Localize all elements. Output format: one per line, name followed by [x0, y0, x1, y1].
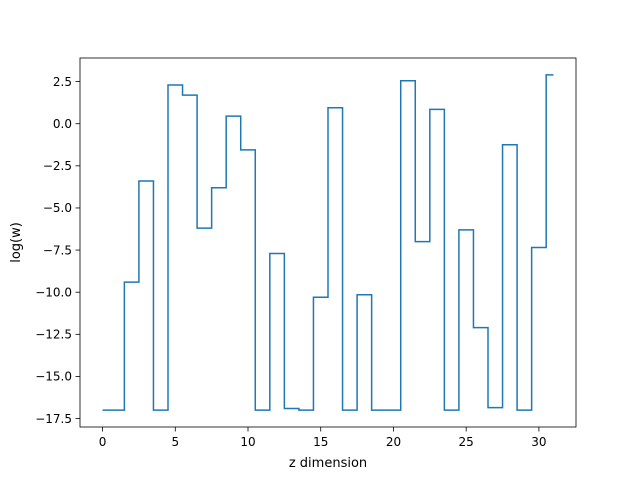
- y-axis-ticks: 2.5 0.0 −2.5 −5.0 −7.5 −10.0 −12.5 −15.0 −17.5: [35, 75, 80, 426]
- plot-area: [102, 74, 554, 411]
- x-tick-label: 15: [313, 435, 328, 449]
- series-step-line: [102, 74, 554, 411]
- y-tick-label: −17.5: [35, 412, 72, 426]
- x-tick-label: 30: [531, 435, 546, 449]
- x-tick-label: 0: [99, 435, 107, 449]
- y-tick-label: −12.5: [35, 328, 72, 342]
- y-tick-label: −7.5: [43, 243, 72, 257]
- x-tick-label: 10: [240, 435, 255, 449]
- x-tick-label: 20: [386, 435, 401, 449]
- y-axis-label: log(w): [9, 222, 24, 263]
- y-tick-label: 0.0: [53, 117, 72, 131]
- y-tick-label: −5.0: [43, 201, 72, 215]
- y-tick-label: 2.5: [53, 75, 72, 89]
- x-tick-label: 5: [171, 435, 179, 449]
- x-axis-ticks: 0 5 10 15 20 25 30: [99, 427, 547, 449]
- y-tick-label: −2.5: [43, 159, 72, 173]
- y-tick-label: −15.0: [35, 370, 72, 384]
- x-tick-label: 25: [459, 435, 474, 449]
- y-tick-label: −10.0: [35, 285, 72, 299]
- axes-frame: [79, 57, 577, 428]
- x-axis-label: z dimension: [289, 456, 367, 471]
